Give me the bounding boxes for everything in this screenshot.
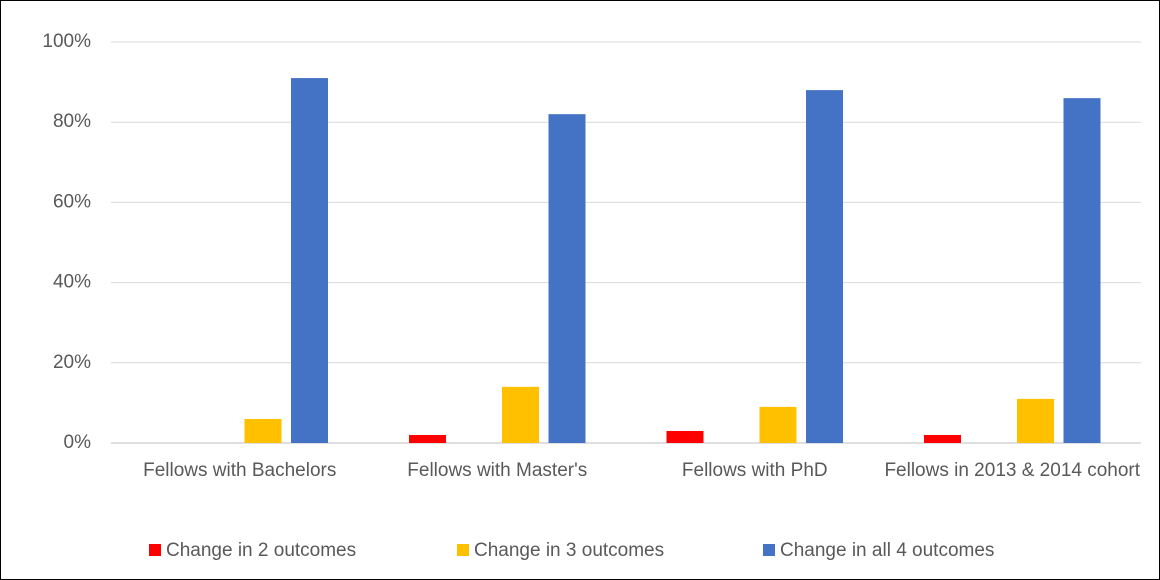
legend-label: Change in 3 outcomes (474, 540, 664, 561)
bar (502, 386, 539, 443)
y-tick-label: 40% (53, 272, 91, 293)
bar (548, 114, 586, 444)
y-tick-label: 60% (53, 191, 91, 212)
y-tick-label: 100% (42, 31, 91, 52)
bar (759, 406, 797, 443)
legend-swatch (457, 544, 469, 556)
x-tick-label: Fellows with PhD (681, 460, 828, 481)
y-tick-label: 80% (53, 111, 91, 132)
bar (291, 78, 328, 443)
bar (1063, 98, 1101, 443)
y-tick-label: 0% (64, 432, 92, 453)
bar (409, 434, 446, 443)
bar (1017, 398, 1054, 443)
x-tick-label: Fellows with Master's (407, 460, 588, 481)
legend-swatch (763, 544, 775, 556)
y-tick-label: 20% (53, 352, 91, 373)
x-tick-label: Fellows in 2013 & 2014 cohort (884, 460, 1141, 481)
bar (244, 418, 282, 443)
bar (806, 90, 843, 444)
legend-swatch (149, 544, 161, 556)
bar (666, 430, 704, 443)
legend-label: Change in all 4 outcomes (780, 540, 994, 561)
x-tick-label: Fellows with Bachelors (143, 460, 337, 481)
legend-label: Change in 2 outcomes (166, 540, 356, 561)
bar (924, 434, 961, 443)
